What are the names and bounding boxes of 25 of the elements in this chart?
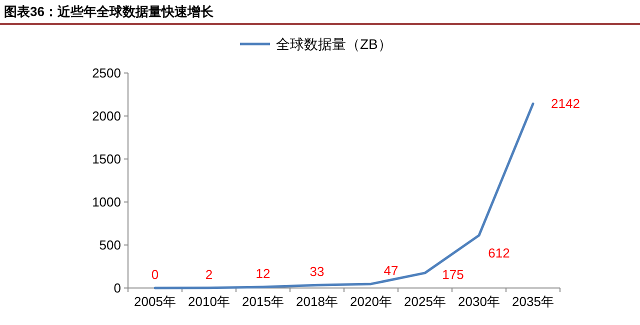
y-tick-label: 1000 (92, 194, 121, 210)
data-label: 2 (205, 266, 213, 282)
x-tick-label: 2018年 (296, 294, 338, 309)
x-tick-label: 2025年 (404, 294, 446, 309)
x-tick-label: 2035年 (512, 294, 554, 309)
y-tick-label: 0 (114, 280, 121, 296)
x-tick-label: 2005年 (134, 294, 176, 309)
data-label: 47 (384, 262, 398, 278)
x-tick-label: 2015年 (242, 294, 284, 309)
y-tick-label: 1500 (92, 152, 121, 166)
chart-title: 图表36：近些年全球数据量快速增长 (4, 4, 214, 19)
y-tick-label: 500 (99, 238, 121, 252)
x-tick-label: 2010年 (188, 294, 230, 309)
y-tick-label: 2000 (92, 108, 121, 124)
y-tick-label: 2500 (92, 66, 121, 80)
x-tick-label: 2030年 (458, 294, 500, 309)
x-tick-label: 2020年 (350, 294, 392, 309)
legend-label: 全球数据量（ZB） (276, 36, 392, 52)
data-label: 612 (488, 245, 510, 260)
data-label: 12 (256, 266, 270, 281)
data-label: 175 (442, 266, 464, 282)
data-label: 2142 (551, 96, 580, 111)
data-label: 0 (151, 267, 159, 282)
data-label: 33 (310, 264, 324, 280)
line-series (154, 102, 534, 290)
